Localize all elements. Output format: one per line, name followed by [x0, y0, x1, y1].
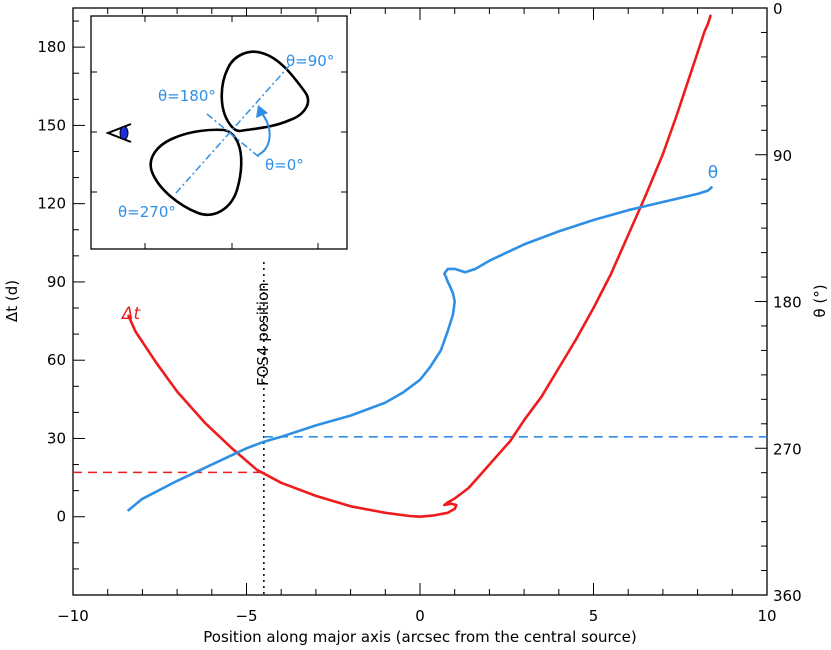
inset-label-theta-270: θ=270°	[118, 203, 176, 221]
y-left-tick-label: 0	[56, 508, 66, 526]
fos4-position-label: FOS4 position	[254, 282, 272, 386]
series-label-delta-t: Δt	[120, 304, 142, 324]
reference-lines	[73, 262, 767, 595]
x-tick-label: 10	[757, 607, 776, 625]
y-right-tick-label: 180	[773, 294, 802, 312]
y-right-tick-label: 360	[773, 587, 802, 605]
y-left-tick-label: 30	[47, 429, 66, 447]
x-axis-title: Position along major axis (arcsec from t…	[203, 628, 636, 646]
inset-minor-axis-line	[206, 113, 260, 158]
x-tick-label: 0	[415, 607, 425, 625]
y-right-tick-label: 270	[773, 440, 802, 458]
nebula-lobe-lower	[149, 128, 243, 216]
inset-ticks	[91, 16, 347, 249]
y-left-tick-label: 150	[37, 116, 66, 134]
inset-label-theta-0: θ=0°	[265, 156, 304, 174]
inset-diagram: θ=90° θ=180° θ=0° θ=270°	[90, 15, 348, 250]
y-left-tick-label: 60	[47, 351, 66, 369]
axis-ticks: −10 −5 0 5 10 0 30 60 90 120 150 180 0 90 180 270 360	[37, 0, 801, 625]
series-delta-t-line	[127, 14, 712, 519]
rotation-arrow-icon	[257, 114, 271, 156]
y-left-tick-label: 120	[37, 195, 66, 213]
y-axis-title-left: Δt (d)	[3, 280, 21, 322]
x-tick-label: −10	[57, 607, 89, 625]
inset-label-theta-90: θ=90°	[286, 52, 334, 70]
inset-frame	[90, 15, 348, 250]
data-series	[127, 14, 713, 519]
x-tick-label: 5	[589, 607, 599, 625]
y-axis-title-right: θ (°)	[811, 284, 829, 317]
y-left-tick-label: 90	[47, 273, 66, 291]
inset-label-theta-180: θ=180°	[158, 87, 216, 105]
y-left-tick-label: 180	[37, 38, 66, 56]
eye-icon	[105, 123, 132, 143]
inset-major-axis-line	[175, 65, 290, 194]
nebula-lobe-upper	[220, 50, 310, 133]
rotation-arrowhead	[256, 105, 268, 118]
y-right-tick-label: 90	[773, 147, 792, 165]
series-theta-line	[127, 186, 713, 512]
series-label-theta: θ	[708, 163, 718, 183]
y-right-tick-label: 0	[773, 0, 783, 18]
x-tick-label: −5	[235, 607, 257, 625]
